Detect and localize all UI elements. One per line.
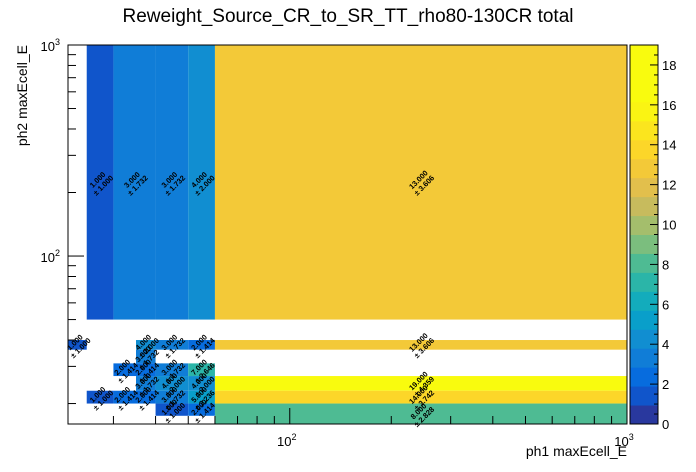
palette-band xyxy=(630,310,658,330)
palette-band xyxy=(630,272,658,292)
heatmap-cell xyxy=(113,363,137,377)
plot-frame xyxy=(67,44,628,425)
palette-band xyxy=(630,234,658,254)
heatmap-cell xyxy=(155,45,189,320)
heatmap-cell xyxy=(214,390,627,404)
y-axis: 102 103 xyxy=(41,37,84,405)
palette-band xyxy=(630,291,658,311)
palette-band xyxy=(630,101,658,122)
heatmap-cell xyxy=(188,340,215,350)
palette-band xyxy=(630,405,658,425)
y-axis-label: ph2 maxEcell_E xyxy=(14,45,30,146)
heatmap-cell xyxy=(68,340,87,350)
heatmap-cell xyxy=(136,340,156,350)
heatmap-cell xyxy=(155,376,189,391)
palette-tick-label: 14 xyxy=(662,138,676,153)
palette-tick-label: 10 xyxy=(662,218,676,233)
x-axis-label: ph1 maxEcell_E xyxy=(526,443,627,459)
palette-band xyxy=(630,215,658,235)
y-tick-label: 102 xyxy=(41,248,60,265)
palette-band xyxy=(630,45,658,65)
palette-band xyxy=(630,177,658,198)
heatmap-cell xyxy=(155,340,189,350)
heatmap-cell xyxy=(136,390,156,404)
heatmap-cell xyxy=(113,45,156,320)
palette-band xyxy=(630,63,658,84)
palette-band xyxy=(630,158,658,179)
heatmap-cells xyxy=(68,45,627,424)
palette-band xyxy=(630,196,658,217)
heatmap-cell xyxy=(136,376,156,391)
heatmap-cell xyxy=(188,376,215,391)
heatmap-cell xyxy=(86,390,114,404)
heatmap-cell xyxy=(188,363,215,377)
x-axis: 102 103 xyxy=(112,408,634,449)
heatmap-cell xyxy=(188,45,215,320)
heatmap-cell xyxy=(188,403,215,416)
palette-band xyxy=(630,139,658,160)
palette-band xyxy=(630,367,658,387)
heatmap-cell xyxy=(86,45,114,320)
palette-tick-label: 8 xyxy=(662,257,669,272)
heatmap-cell xyxy=(136,363,156,377)
palette-band xyxy=(630,348,658,368)
y-tick-label: 103 xyxy=(41,37,60,54)
palette-tick-label: 6 xyxy=(662,297,669,312)
heatmap-cell xyxy=(136,349,156,364)
palette-band xyxy=(630,82,658,103)
chart-title: Reweight_Source_CR_to_SR_TT_rho80-130CR … xyxy=(122,6,574,27)
heatmap-cell xyxy=(214,403,627,424)
palette-band xyxy=(630,120,658,141)
heatmap-cell xyxy=(214,376,627,391)
palette-tick-label: 4 xyxy=(662,337,669,352)
x-tick-label: 103 xyxy=(614,432,633,449)
heatmap-cell xyxy=(214,340,627,350)
palette-tick-label: 0 xyxy=(662,417,669,432)
x-tick-label: 102 xyxy=(277,432,296,449)
heatmap-cell xyxy=(155,403,189,416)
color-palette: 0 2 4 6 8 10 12 14 16 18 xyxy=(629,44,676,432)
heatmap-cell xyxy=(214,45,627,320)
palette-band xyxy=(630,253,658,273)
palette-tick-label: 16 xyxy=(662,98,676,113)
palette-tick-label: 12 xyxy=(662,178,676,193)
heatmap-cell xyxy=(188,390,215,404)
palette-tick-label: 18 xyxy=(662,58,676,73)
heatmap-cell xyxy=(113,390,137,404)
heatmap-cell xyxy=(155,390,189,404)
heatmap-cell xyxy=(155,363,189,377)
palette-band xyxy=(630,329,658,349)
palette-tick-label: 2 xyxy=(662,377,669,392)
palette-band xyxy=(630,386,658,406)
